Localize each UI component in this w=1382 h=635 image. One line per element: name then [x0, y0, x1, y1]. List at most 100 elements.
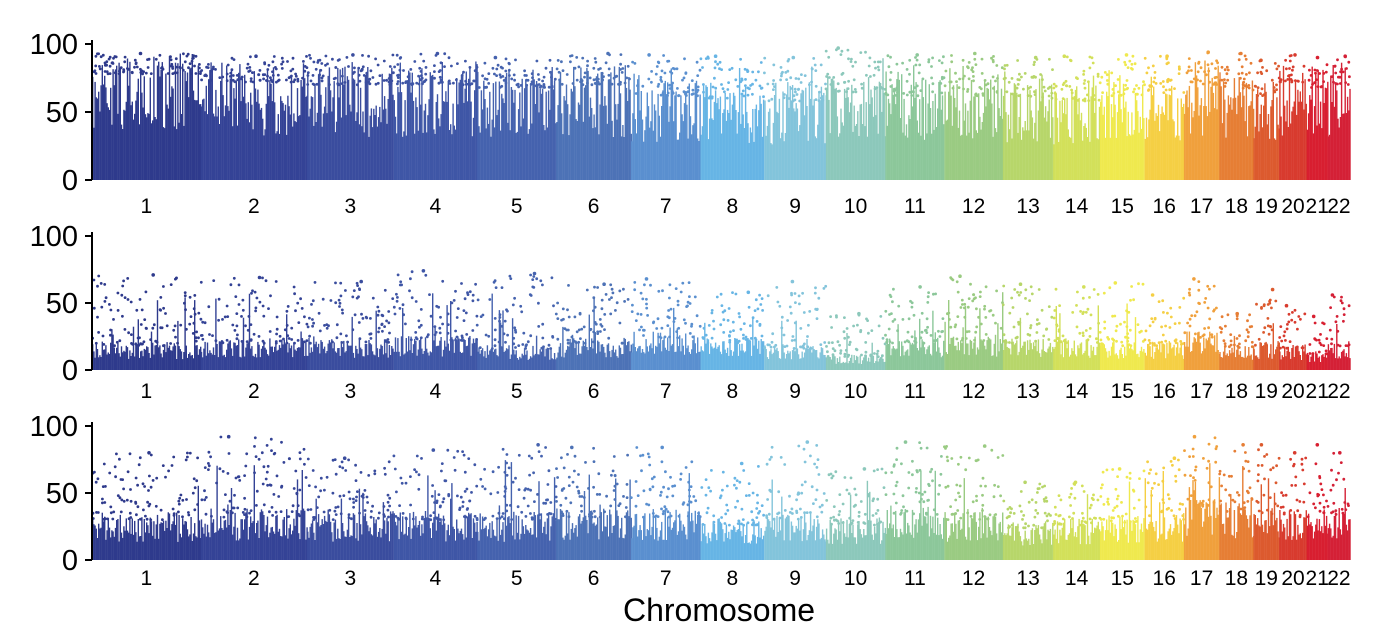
- point-band: [988, 99, 991, 180]
- point-band: [987, 336, 989, 370]
- point-band: [298, 347, 300, 370]
- point-band: [144, 114, 147, 180]
- point-band: [319, 526, 321, 560]
- point: [731, 291, 734, 294]
- point-band: [165, 73, 167, 180]
- point: [854, 90, 858, 94]
- point: [1261, 66, 1264, 69]
- point: [229, 283, 233, 287]
- point-band: [1179, 140, 1181, 180]
- point-band: [781, 320, 783, 370]
- point: [758, 84, 762, 88]
- point: [825, 75, 828, 78]
- point-band: [1207, 337, 1210, 370]
- point: [1023, 72, 1027, 75]
- point: [1229, 333, 1233, 336]
- point-band: [118, 541, 120, 560]
- point-band: [1086, 137, 1089, 180]
- point: [797, 77, 801, 81]
- point-band: [1195, 75, 1198, 180]
- point-band: [670, 68, 672, 180]
- point: [1348, 75, 1351, 79]
- point: [1286, 323, 1289, 326]
- point-band: [369, 343, 371, 370]
- point: [565, 73, 569, 76]
- point: [1000, 66, 1004, 70]
- point-band: [564, 352, 566, 370]
- point: [585, 288, 589, 292]
- point: [571, 82, 575, 85]
- point-band: [895, 104, 897, 180]
- point: [875, 86, 879, 89]
- point: [618, 82, 622, 86]
- point-band: [705, 85, 707, 180]
- point-band: [961, 343, 963, 370]
- point-band: [980, 339, 982, 370]
- point-band: [656, 346, 658, 370]
- point: [1215, 59, 1218, 63]
- point-band: [1183, 113, 1186, 180]
- point: [1147, 339, 1151, 342]
- point: [679, 290, 683, 294]
- point-band: [706, 338, 708, 370]
- point-band: [486, 345, 489, 370]
- point: [1081, 296, 1085, 300]
- point-band: [358, 488, 361, 560]
- point: [614, 309, 617, 312]
- point-band: [803, 115, 806, 180]
- point: [101, 53, 105, 57]
- point-band: [579, 353, 581, 370]
- point: [819, 343, 823, 346]
- point: [722, 331, 726, 334]
- point-band: [258, 103, 260, 180]
- point: [289, 80, 293, 84]
- point: [1052, 82, 1056, 86]
- point-band: [1253, 349, 1255, 370]
- point: [1105, 73, 1109, 77]
- point: [1241, 86, 1245, 90]
- point-band: [474, 342, 476, 370]
- point-band: [694, 83, 696, 180]
- point: [889, 71, 893, 74]
- point: [358, 511, 361, 515]
- point-band: [575, 340, 577, 370]
- peak-point: [1293, 53, 1297, 57]
- point: [404, 80, 408, 83]
- chromosome-19-points: [1253, 287, 1280, 370]
- point-band: [794, 111, 796, 180]
- point-band: [1277, 124, 1279, 180]
- point: [291, 56, 295, 60]
- point-band: [438, 345, 440, 370]
- point: [1100, 342, 1103, 346]
- point: [462, 70, 465, 74]
- point: [1228, 345, 1231, 349]
- point-band: [1194, 338, 1197, 370]
- point: [462, 319, 466, 322]
- chromosome-21-points: [1306, 314, 1329, 370]
- point-band: [1236, 114, 1238, 180]
- point: [1278, 336, 1282, 339]
- point: [108, 303, 111, 306]
- point: [623, 300, 626, 303]
- point-band: [1263, 345, 1265, 370]
- point-band: [429, 72, 431, 180]
- point-band: [351, 535, 353, 560]
- point: [122, 279, 125, 283]
- point: [537, 325, 541, 328]
- point-band: [746, 111, 748, 180]
- point-band: [149, 517, 151, 560]
- point-band: [229, 510, 231, 560]
- point: [1210, 62, 1214, 66]
- point: [526, 78, 530, 82]
- point: [410, 82, 414, 86]
- point-band: [613, 66, 616, 180]
- point-band: [313, 336, 315, 370]
- point-band: [563, 96, 565, 180]
- point: [303, 315, 306, 319]
- point: [1164, 339, 1168, 343]
- point: [229, 80, 233, 84]
- point: [207, 305, 211, 309]
- point-band: [222, 529, 224, 560]
- point-band: [368, 531, 370, 560]
- point-band: [94, 525, 96, 560]
